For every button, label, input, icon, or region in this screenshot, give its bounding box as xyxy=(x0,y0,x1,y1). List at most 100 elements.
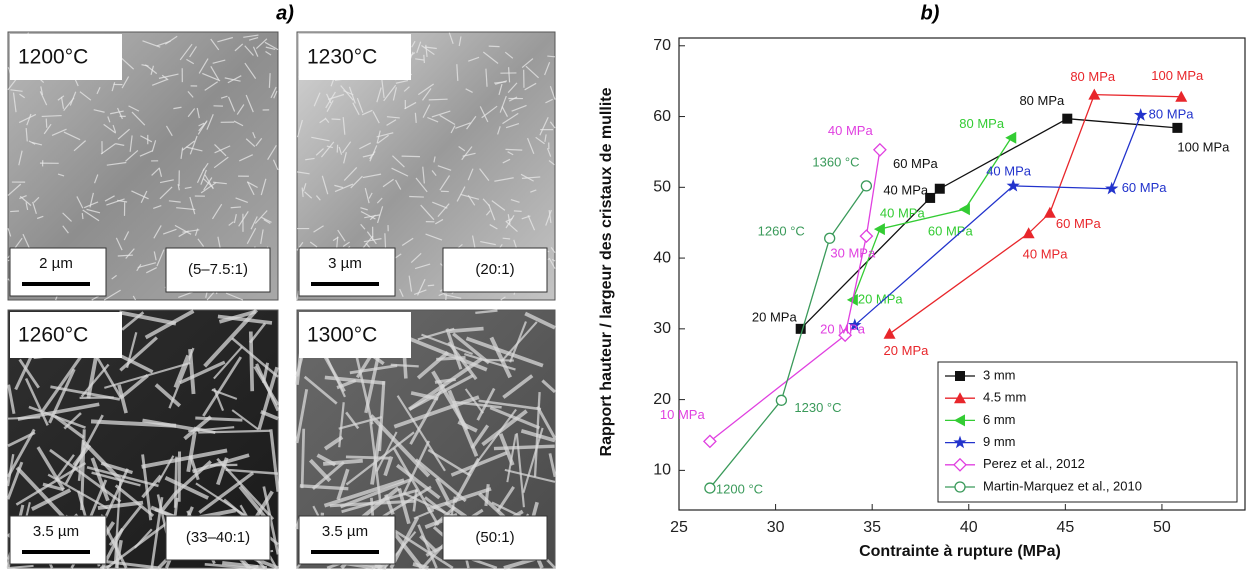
crystal xyxy=(110,110,124,115)
crystal xyxy=(401,155,420,158)
crystal xyxy=(154,383,182,408)
crystal xyxy=(296,290,300,301)
marker xyxy=(1006,178,1020,192)
crystal xyxy=(489,336,512,379)
crystal xyxy=(502,237,511,240)
marker xyxy=(704,482,716,494)
crystal xyxy=(447,389,479,457)
point-label: 40 MPa xyxy=(883,182,929,197)
crystal xyxy=(500,296,506,301)
crystal xyxy=(231,337,279,378)
crystal xyxy=(491,200,506,211)
marker xyxy=(1043,206,1056,218)
crystal xyxy=(482,198,491,207)
crystal xyxy=(103,123,117,134)
ratio-label: (20:1) xyxy=(475,261,514,278)
point-label: 40 MPa xyxy=(986,163,1032,178)
panel-label: a) xyxy=(276,2,294,24)
crystal xyxy=(548,453,557,478)
crystal xyxy=(535,136,545,145)
crystal xyxy=(524,311,556,330)
crystal xyxy=(545,209,552,226)
crystal xyxy=(125,248,135,259)
crystal xyxy=(140,190,148,204)
crystal xyxy=(345,431,415,486)
crystal xyxy=(311,461,345,490)
crystal xyxy=(342,241,350,247)
crystal xyxy=(228,221,234,226)
x-tick-label: 35 xyxy=(863,519,881,536)
ratio-box xyxy=(165,515,271,561)
crystal xyxy=(213,387,225,412)
crystal xyxy=(7,183,22,196)
crystal xyxy=(17,402,100,421)
crystal xyxy=(186,431,197,473)
crystal xyxy=(243,34,259,38)
marker xyxy=(859,229,874,244)
crystal xyxy=(370,424,383,485)
point-label: 30 MPa xyxy=(830,246,876,261)
crystal xyxy=(177,183,180,191)
crystal xyxy=(198,122,205,127)
crystal xyxy=(484,358,514,362)
crystal xyxy=(173,354,190,388)
crystal xyxy=(366,231,377,245)
crystal xyxy=(382,178,394,188)
crystal xyxy=(342,141,352,154)
crystal xyxy=(338,402,345,448)
point-label: 20 MPa xyxy=(858,291,904,306)
crystal xyxy=(213,156,229,169)
crystal xyxy=(362,153,375,158)
crystal xyxy=(412,562,429,570)
y-tick-label: 70 xyxy=(653,37,671,54)
crystal xyxy=(522,427,544,493)
crystal xyxy=(235,197,248,204)
point-label: 1200 °C xyxy=(716,482,763,497)
micrograph: 1300°C 3.5 µm (50:1) xyxy=(295,309,557,570)
crystal xyxy=(476,387,496,421)
crystal xyxy=(262,486,280,555)
crystal xyxy=(115,541,119,569)
crystal xyxy=(108,505,142,547)
crystal xyxy=(360,223,366,230)
marker xyxy=(872,142,887,157)
series-line xyxy=(709,185,867,489)
crystal xyxy=(79,91,92,101)
crystal xyxy=(376,87,382,103)
crystal xyxy=(63,97,75,111)
crystal xyxy=(376,206,384,224)
crystal xyxy=(395,80,409,84)
crystal xyxy=(260,409,279,421)
crystal xyxy=(51,128,67,137)
legend-label: 6 mm xyxy=(983,412,1016,427)
crystal xyxy=(498,83,503,96)
crystal xyxy=(437,203,450,217)
crystal xyxy=(6,428,36,478)
crystal xyxy=(465,336,544,368)
crystal xyxy=(119,336,158,372)
crystal xyxy=(470,424,490,450)
crystal xyxy=(121,76,130,89)
crystal xyxy=(265,46,276,51)
crystal xyxy=(525,65,539,79)
crystal xyxy=(238,154,254,162)
crystal xyxy=(300,428,306,489)
crystal xyxy=(31,488,72,511)
crystal xyxy=(12,92,17,113)
crystal xyxy=(268,73,271,88)
crystal xyxy=(431,110,451,118)
crystal xyxy=(482,51,499,64)
crystal xyxy=(185,146,203,152)
marker xyxy=(1175,90,1188,102)
crystal xyxy=(227,96,236,112)
series: 10 MPa 20 MPa 30 MPa 40 MPa xyxy=(660,123,887,449)
marker xyxy=(1105,181,1119,195)
x-tick-label: 25 xyxy=(670,519,688,536)
crystal xyxy=(421,45,435,56)
crystal xyxy=(417,327,455,341)
crystal xyxy=(435,218,444,225)
crystal xyxy=(414,458,467,503)
crystal xyxy=(508,96,518,102)
crystal xyxy=(397,487,411,525)
